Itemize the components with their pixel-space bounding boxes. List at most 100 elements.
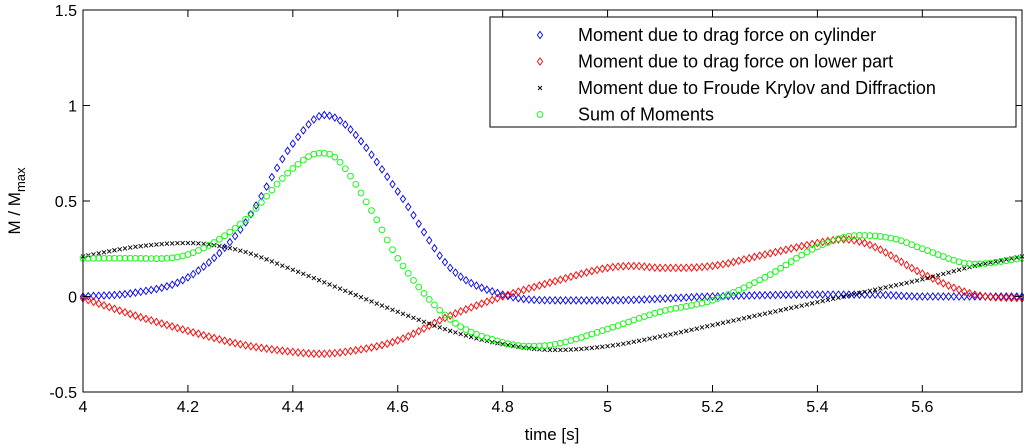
data-point (883, 285, 888, 290)
data-point (794, 304, 799, 310)
data-point (132, 288, 139, 298)
data-point (605, 343, 610, 349)
data-point (600, 344, 605, 350)
data-point (457, 306, 464, 316)
data-point (536, 342, 543, 350)
data-point (221, 336, 228, 346)
data-point (499, 290, 506, 299)
data-point (861, 232, 868, 239)
data-point (159, 241, 165, 247)
data-point (662, 263, 669, 273)
data-point (551, 295, 559, 305)
data-point (85, 295, 92, 305)
data-point (148, 316, 155, 325)
data-point (415, 326, 422, 336)
data-point (525, 284, 533, 293)
data-point (378, 226, 386, 234)
data-point (583, 268, 590, 277)
data-point (357, 136, 365, 146)
data-point (258, 343, 265, 353)
data-point (856, 237, 863, 246)
data-point (530, 282, 538, 292)
data-point (373, 341, 380, 351)
data-point (90, 297, 97, 307)
data-point (126, 254, 134, 262)
data-point (331, 153, 339, 161)
data-point (815, 299, 820, 305)
data-point (431, 243, 438, 253)
data-point (698, 262, 706, 272)
data-point (898, 257, 905, 267)
data-point (877, 233, 884, 240)
y-tick-label: 1 (68, 99, 77, 116)
data-point (116, 290, 123, 300)
series-1 (79, 110, 1024, 305)
data-point (766, 271, 774, 278)
data-point (373, 216, 381, 224)
data-point (127, 245, 133, 250)
data-point (106, 248, 112, 254)
data-point (593, 295, 601, 305)
data-point (940, 271, 946, 277)
data-point (216, 235, 223, 243)
x-tick-label: 5.4 (806, 399, 828, 416)
legend-label: Moment due to drag force on lower part (578, 52, 893, 72)
data-point (871, 232, 879, 240)
data-point (426, 321, 433, 331)
x-tick-label: 4 (79, 399, 88, 416)
data-point (326, 111, 333, 121)
data-point (893, 282, 899, 288)
y-axis-label-sub: max (13, 167, 28, 192)
data-point (347, 346, 354, 356)
data-point (976, 260, 984, 268)
data-point (431, 318, 438, 328)
data-point (268, 172, 276, 182)
data-point (704, 323, 710, 329)
data-point (866, 240, 874, 250)
data-point (551, 276, 559, 286)
data-point (568, 347, 574, 352)
data-point (400, 311, 406, 317)
data-point (934, 276, 942, 286)
data-point (195, 266, 202, 275)
data-point (604, 263, 611, 273)
data-point (348, 290, 353, 296)
data-point (489, 287, 496, 296)
data-point (715, 321, 721, 327)
data-point (530, 342, 538, 350)
data-point (352, 130, 359, 140)
data-point (620, 295, 627, 305)
data-point (446, 316, 454, 323)
data-point (300, 348, 307, 358)
data-point (116, 306, 123, 315)
data-point (190, 240, 196, 246)
data-point (96, 251, 102, 256)
data-point (892, 254, 900, 264)
data-point (803, 240, 811, 250)
data-point (793, 254, 800, 262)
data-point (751, 252, 758, 262)
data-point (200, 262, 207, 272)
y-axis-label: M / Mmax (5, 167, 28, 235)
data-point (767, 290, 774, 300)
data-point (425, 296, 433, 303)
data-point (264, 257, 269, 262)
data-point (625, 295, 632, 305)
data-point (620, 261, 627, 271)
data-point (919, 269, 926, 278)
data-point (399, 262, 407, 270)
data-point (394, 187, 401, 196)
data-point (646, 262, 653, 272)
data-point (174, 323, 181, 333)
data-point (525, 342, 533, 350)
data-point (898, 291, 905, 301)
data-point (584, 346, 589, 351)
data-point (609, 262, 616, 272)
data-point (751, 291, 758, 300)
data-point (672, 293, 679, 303)
data-point (746, 314, 752, 320)
data-point (196, 241, 201, 246)
data-point (384, 172, 391, 182)
data-point (463, 333, 469, 338)
data-point (210, 253, 218, 263)
